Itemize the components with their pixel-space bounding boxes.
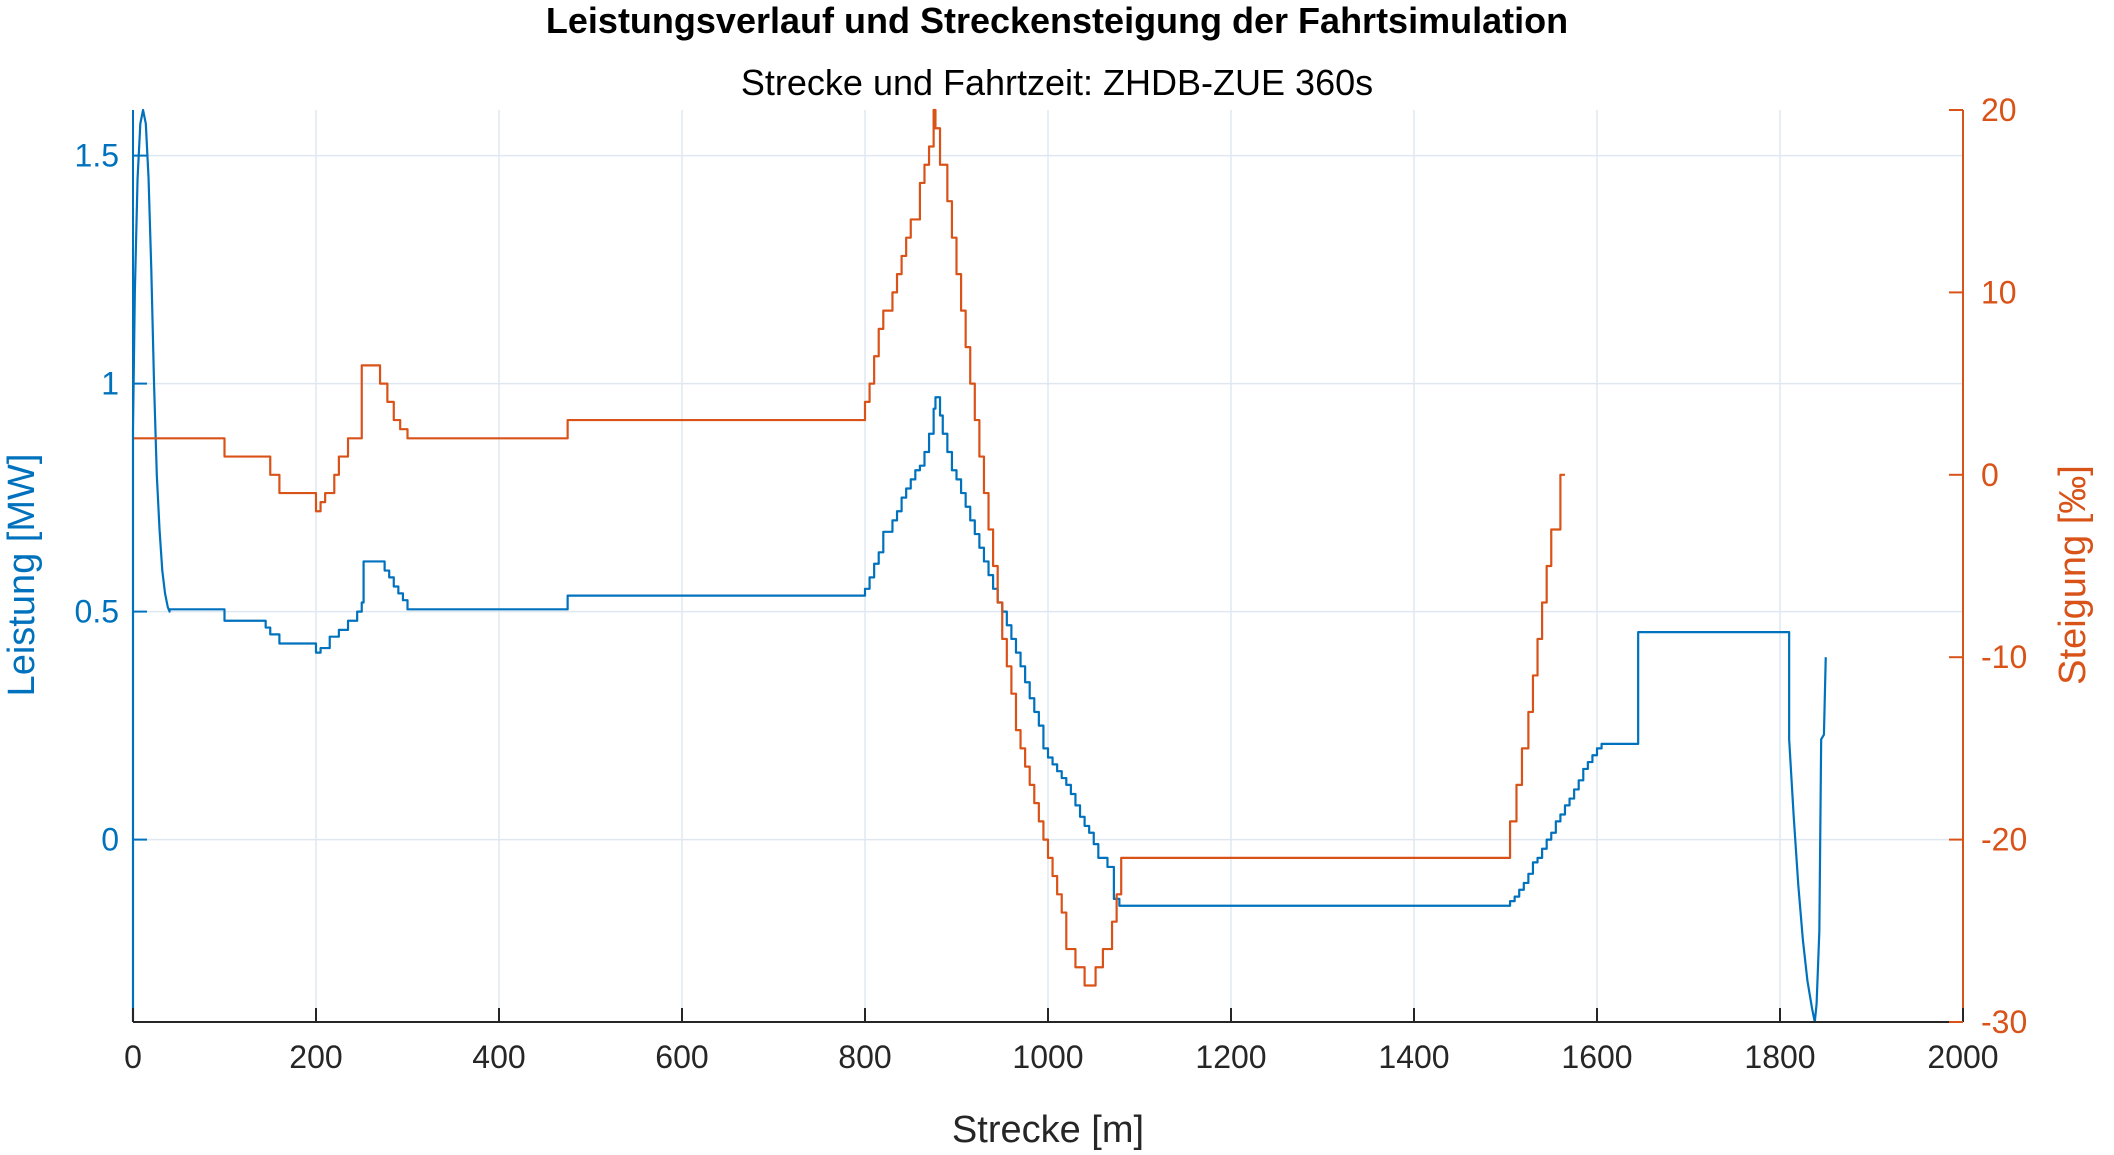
- axes: [132, 109, 1964, 1023]
- x-tick-label: 400: [472, 1039, 525, 1075]
- x-tick-label: 1400: [1378, 1039, 1449, 1075]
- x-tick-label: 600: [655, 1039, 708, 1075]
- y-right-tick-label: 0: [1981, 457, 1999, 493]
- x-tick-label: 1000: [1012, 1039, 1083, 1075]
- x-axis-label: Strecke [m]: [952, 1109, 1144, 1151]
- x-tick-label: 800: [838, 1039, 891, 1075]
- x-tick-label: 1800: [1744, 1039, 1815, 1075]
- x-tick-label: 0: [124, 1039, 142, 1075]
- y-right-tick-label: 20: [1981, 92, 2017, 128]
- x-tick-label: 200: [289, 1039, 342, 1075]
- y-left-tick-label: 1.5: [75, 138, 119, 174]
- x-tick-label: 2000: [1927, 1039, 1998, 1075]
- y-left-tick-label: 0.5: [75, 594, 119, 630]
- y-axis-label-right: Steigung [‰]: [2052, 465, 2094, 685]
- series-line-steigung: [133, 108, 1565, 987]
- chart-title: Leistungsverlauf und Streckensteigung de…: [546, 0, 1568, 41]
- tick-labels: 0 200 400 600 800 1000 1200 1400 1600 1800 200000.…: [75, 92, 2028, 1075]
- y-right-tick-label: -30: [1981, 1004, 2027, 1040]
- y-axis-label-left: Leistung [MW]: [1, 454, 43, 697]
- series-line-leistung: [131, 108, 1827, 1024]
- x-tick-label: 1600: [1561, 1039, 1632, 1075]
- grid: [133, 110, 1963, 1022]
- y-right-tick-label: 10: [1981, 274, 2017, 310]
- y-left-tick-label: 0: [101, 822, 119, 858]
- y-right-tick-label: -10: [1981, 639, 2027, 675]
- x-tick-label: 1200: [1195, 1039, 1266, 1075]
- series-group: [131, 108, 1827, 1024]
- y-left-tick-label: 1: [101, 366, 119, 402]
- y-right-tick-label: -20: [1981, 822, 2027, 858]
- chart-subtitle: Strecke und Fahrtzeit: ZHDB-ZUE 360s: [741, 62, 1373, 103]
